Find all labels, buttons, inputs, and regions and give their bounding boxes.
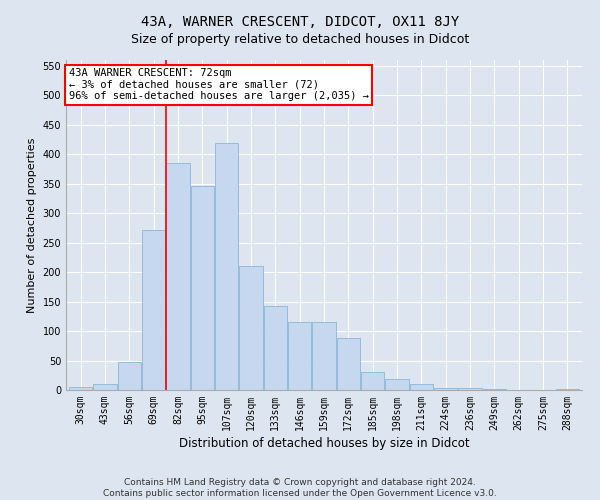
Bar [410,384,433,390]
Bar [458,388,482,390]
Bar [118,362,141,390]
Bar [434,388,457,390]
Bar [239,266,263,390]
Bar [69,387,92,390]
Bar [288,322,311,390]
Text: 43A WARNER CRESCENT: 72sqm
← 3% of detached houses are smaller (72)
96% of semi-: 43A WARNER CRESCENT: 72sqm ← 3% of detac… [68,68,368,102]
Bar [166,163,190,390]
Bar [94,384,116,390]
Bar [337,338,360,390]
Bar [483,389,506,390]
Bar [556,389,579,390]
Bar [361,372,384,390]
Text: Size of property relative to detached houses in Didcot: Size of property relative to detached ho… [131,32,469,46]
Bar [264,306,287,390]
Bar [142,230,165,390]
Y-axis label: Number of detached properties: Number of detached properties [27,138,37,312]
Bar [313,322,335,390]
X-axis label: Distribution of detached houses by size in Didcot: Distribution of detached houses by size … [179,437,469,450]
Bar [191,186,214,390]
Bar [215,142,238,390]
Text: Contains HM Land Registry data © Crown copyright and database right 2024.
Contai: Contains HM Land Registry data © Crown c… [103,478,497,498]
Text: 43A, WARNER CRESCENT, DIDCOT, OX11 8JY: 43A, WARNER CRESCENT, DIDCOT, OX11 8JY [141,15,459,29]
Bar [385,380,409,390]
